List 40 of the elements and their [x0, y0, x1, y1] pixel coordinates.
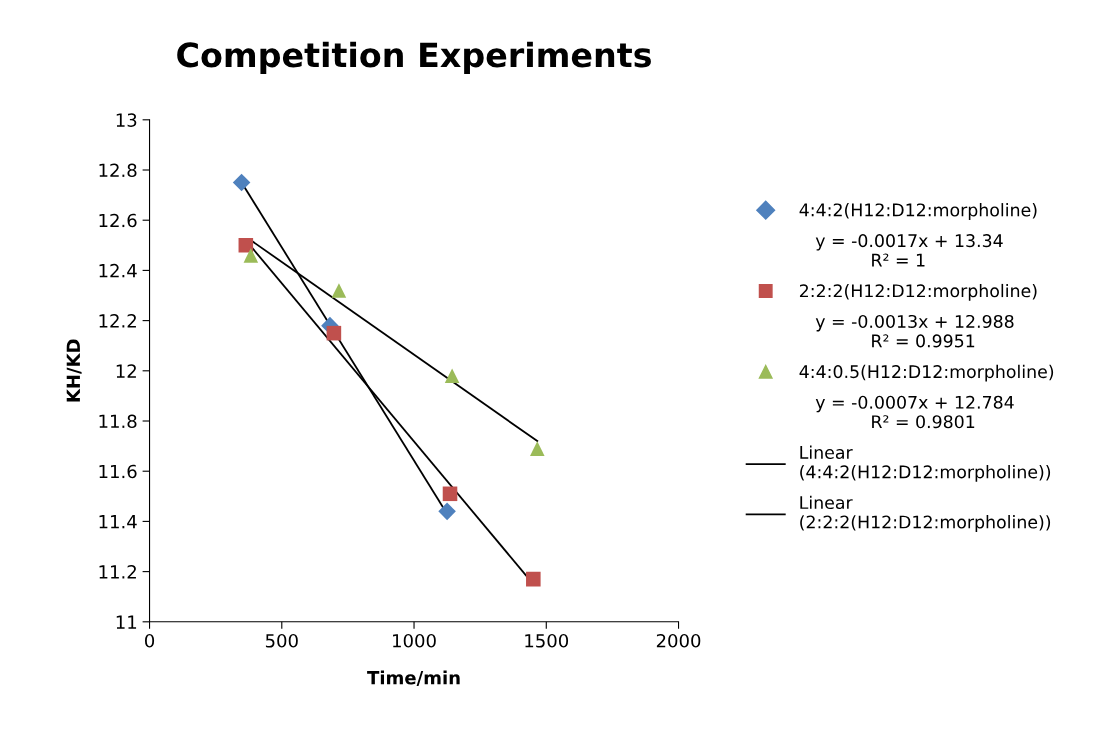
legend-label: 4:4:0.5(H12:D12:morpholine) — [799, 364, 1054, 382]
x-tick-label: 1000 — [393, 633, 436, 648]
text: R² = 0.9801 — [872, 415, 975, 429]
legend-label: Linear (2:2:2(H12:D12:morpholine)) — [800, 495, 1051, 532]
y-tick-label: 11.4 — [99, 515, 137, 529]
y-tick-label: 12.6 — [99, 213, 137, 228]
text: R² = 0.9951 — [872, 334, 975, 348]
y-tick-label: 12.2 — [99, 314, 136, 328]
chart-title: Competition Experiments — [177, 41, 651, 74]
y-tick-label: 13 — [116, 113, 137, 127]
point — [442, 486, 458, 502]
legend-label: 2:2:2(H12:D12:morpholine) — [799, 283, 1037, 301]
point — [331, 283, 347, 298]
point — [526, 571, 541, 587]
y-tick-label: 11.6 — [99, 464, 137, 479]
x-tick-label: 0 — [144, 633, 155, 648]
y-axis-title: KH/KD — [66, 339, 82, 402]
point — [238, 238, 254, 253]
text: y = -0.0007x + 12.784 — [815, 395, 1014, 413]
x-tick-label: 2000 — [656, 633, 701, 648]
x-tick-label: 1500 — [525, 633, 569, 648]
y-tick-label: 12.8 — [99, 163, 137, 178]
text: y = -0.0013x + 12.988 — [815, 314, 1014, 332]
point — [326, 325, 342, 341]
y-tick-label: 12 — [116, 364, 136, 378]
point — [243, 248, 259, 263]
point — [444, 368, 460, 384]
x-axis-title: Time/min — [367, 670, 460, 686]
point — [232, 173, 251, 192]
y-tick-label: 11 — [116, 615, 137, 629]
y-tick-label: 11.2 — [99, 565, 136, 579]
legend-label: 4:4:2(H12:D12:morpholine) — [799, 203, 1037, 220]
point — [438, 502, 456, 521]
point — [530, 441, 545, 456]
text: y = -0.0017x + 13.34 — [815, 234, 1003, 251]
y-tick-label: 11.8 — [99, 414, 137, 429]
y-tick-label: 12.4 — [99, 263, 137, 278]
text: R² = 1 — [872, 253, 925, 267]
x-tick-label: 500 — [265, 633, 298, 648]
legend-label: Linear (4:4:2(H12:D12:morpholine)) — [800, 445, 1051, 482]
